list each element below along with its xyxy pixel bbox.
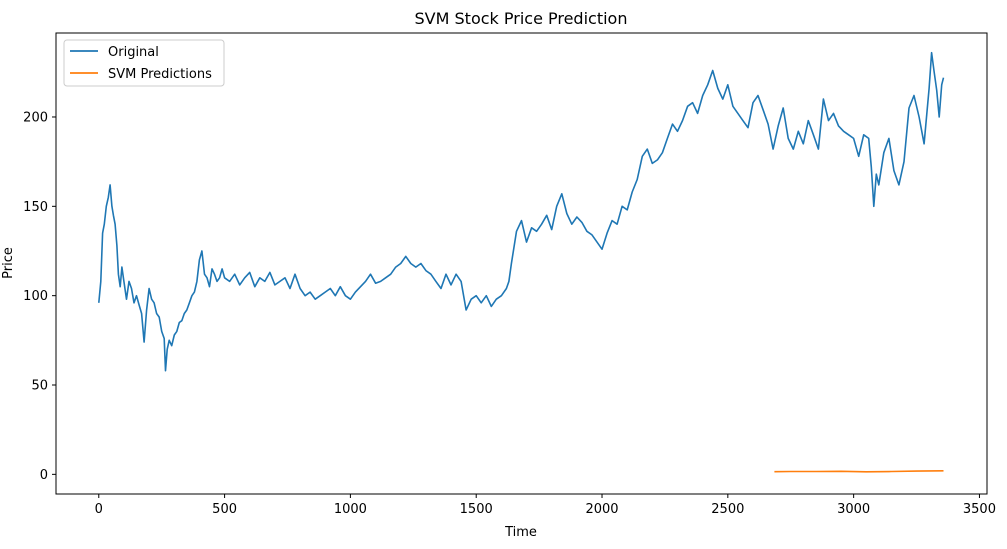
- x-axis: 0 500 1000 1500 2000 2500 3000 3500: [95, 494, 996, 517]
- x-tick-label: 3000: [837, 502, 870, 517]
- series-line-svm-predictions: [774, 470, 944, 473]
- series-line-original: [98, 51, 945, 372]
- x-tick-label: 2500: [711, 502, 744, 517]
- y-tick-label: 150: [23, 200, 48, 215]
- y-tick-label: 50: [31, 379, 48, 394]
- y-tick-label: 0: [40, 468, 48, 483]
- x-tick-label: 3500: [963, 502, 996, 517]
- y-axis-label: Price: [1, 247, 16, 279]
- y-tick-label: 100: [23, 289, 48, 304]
- x-tick-label: 0: [95, 502, 103, 517]
- x-tick-label: 2000: [585, 502, 618, 517]
- y-tick-label: 200: [23, 110, 48, 125]
- y-axis: 0 50 100 150 200: [23, 110, 56, 483]
- x-tick-label: 500: [212, 502, 237, 517]
- x-axis-label: Time: [504, 525, 537, 540]
- x-tick-label: 1500: [460, 502, 493, 517]
- x-tick-label: 1000: [334, 502, 367, 517]
- legend-box: [63, 39, 225, 87]
- legend-label-svm-predictions: SVM Predictions: [108, 67, 212, 82]
- legend: Original SVM Predictions: [63, 39, 225, 87]
- series-layer: [98, 51, 945, 473]
- plot-frame: [55, 32, 988, 495]
- chart-title: SVM Stock Price Prediction: [415, 9, 628, 28]
- legend-label-original: Original: [108, 45, 159, 60]
